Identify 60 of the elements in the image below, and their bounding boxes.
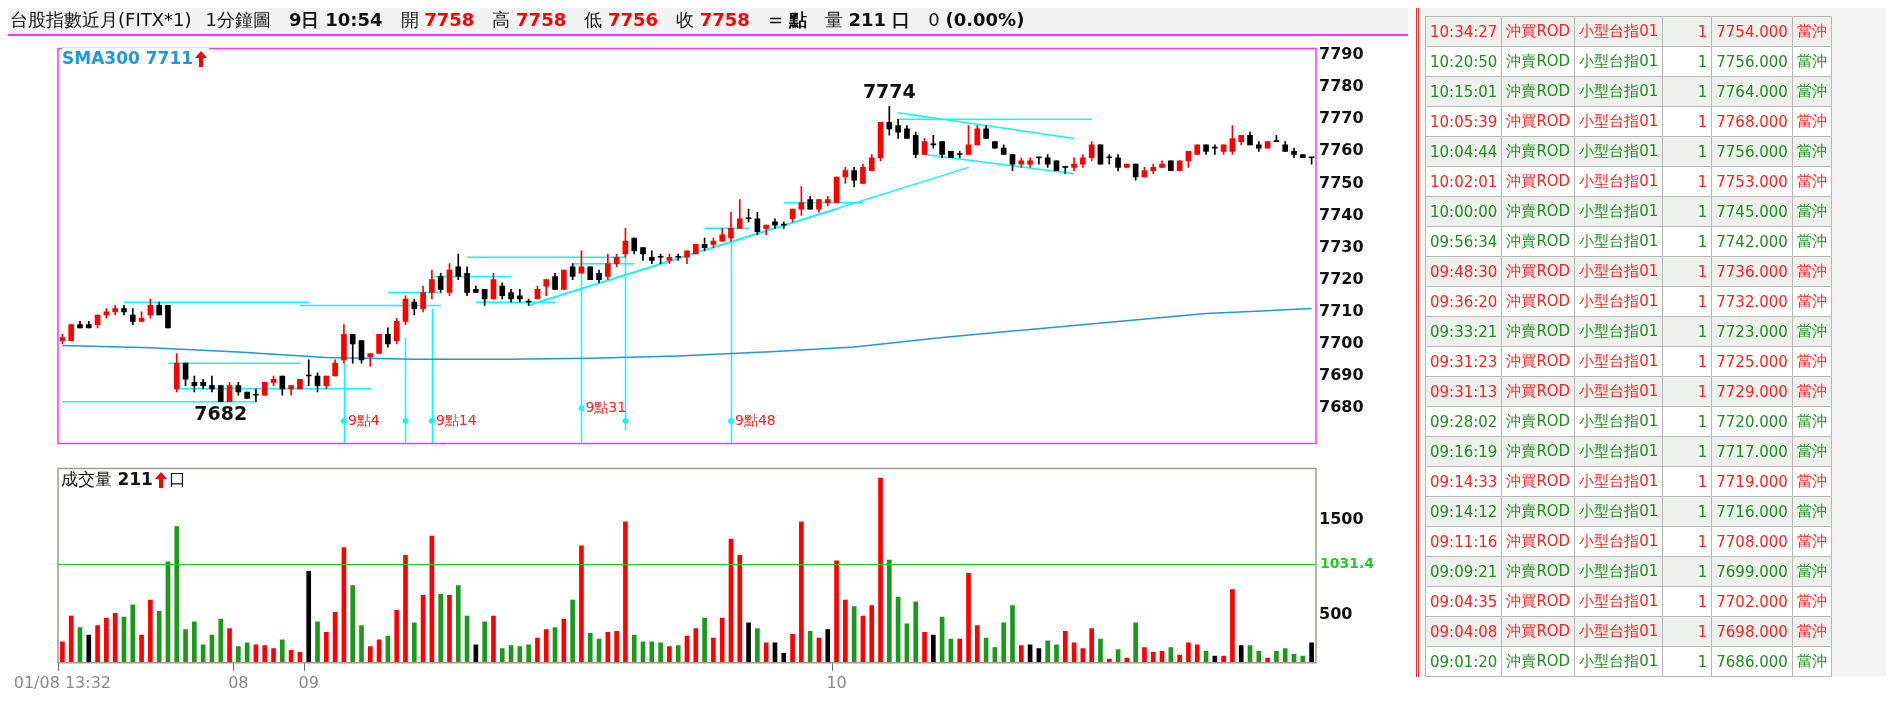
text: 10:00:00 沖賣ROD 小型台指01 1 7745.000 當沖 (1430, 202, 1827, 221)
text: 09:09:21 沖賣ROD 小型台指01 1 7699.000 當沖 (1430, 562, 1827, 581)
text: 09:56:34 沖賣ROD 小型台指01 1 7742.000 當沖 (1430, 232, 1827, 251)
y-tick-label: 7710 (1319, 300, 1364, 320)
text: 10:02:01 沖買ROD 小型台指01 1 7753.000 當沖 (1430, 172, 1827, 191)
x-tick-label: 01/08 13:32 (13, 672, 112, 692)
text: 09:04:08 沖買ROD 小型台指01 1 7698.000 當沖 (1430, 622, 1827, 641)
text: 09:33:21 沖賣ROD 小型台指01 1 7723.000 當沖 (1430, 322, 1827, 341)
text: 10:15:01 沖賣ROD 小型台指01 1 7764.000 當沖 (1430, 82, 1827, 101)
text: SMA300 7711 (62, 48, 210, 68)
text: 10:04:44 沖賣ROD 小型台指01 1 7756.000 當沖 (1430, 142, 1827, 161)
text: 09:14:33 沖買ROD 小型台指01 1 7719.000 當沖 (1430, 472, 1827, 491)
text: 10:34:27 沖買ROD 小型台指01 1 7754.000 當沖 (1430, 22, 1827, 41)
text: 09:48:30 沖買ROD 小型台指01 1 7736.000 當沖 (1430, 262, 1827, 281)
text: 09:16:19 沖賣ROD 小型台指01 1 7717.000 當沖 (1430, 442, 1827, 461)
text: 10:05:39 沖買ROD 小型台指01 1 7768.000 當沖 (1430, 112, 1827, 131)
chart-title: 台股指數近月(FITX*1) (10, 9, 192, 30)
data-label: 9點4 (347, 411, 380, 428)
data-label: 9點31 (585, 398, 627, 415)
ref-line-label: 1031.4 (1320, 555, 1375, 572)
y-tick-label: 7730 (1319, 236, 1364, 256)
text: 09:36:20 沖買ROD 小型台指01 1 7732.000 當沖 (1430, 292, 1827, 311)
text: 開 7758 (400, 9, 475, 30)
text: 09:11:16 沖買ROD 小型台指01 1 7708.000 當沖 (1430, 532, 1827, 551)
annotation: 7774 (862, 79, 916, 102)
text: 09:14:12 沖賣ROD 小型台指01 1 7716.000 當沖 (1430, 502, 1827, 521)
y-tick-label: 7760 (1319, 140, 1364, 160)
y-tick-label: 7790 (1319, 44, 1364, 64)
text: 09:01:20 沖賣ROD 小型台指01 1 7686.000 當沖 (1430, 652, 1827, 671)
annotation: 7682 (194, 402, 248, 425)
text: 09:04:35 沖買ROD 小型台指01 1 7702.000 當沖 (1430, 592, 1827, 611)
y-tick-label: 7750 (1319, 172, 1364, 192)
y-tick-label: 7740 (1319, 204, 1364, 224)
y-tick-label: 7690 (1319, 365, 1364, 385)
y-tick-label: 7770 (1319, 108, 1364, 128)
y-tick-label: 7700 (1319, 333, 1364, 353)
annotation: 口 (168, 469, 186, 489)
x-tick-label: 09 (298, 672, 319, 692)
y-tick-label: 7720 (1319, 268, 1364, 288)
data-label: 9點14 (435, 411, 477, 428)
chart-title: 成交量 211 (61, 469, 153, 489)
data-label: 9點48 (734, 411, 776, 428)
y-tick-label: 7780 (1319, 76, 1364, 96)
text: 量 211 口 (824, 9, 911, 30)
text: 高 7758 (492, 9, 567, 30)
text: 10:20:50 沖賣ROD 小型台指01 1 7756.000 當沖 (1430, 52, 1827, 71)
text: 09:31:23 沖買ROD 小型台指01 1 7725.000 當沖 (1430, 352, 1827, 371)
chart-subtitle: 1分鐘圖 (205, 9, 271, 30)
y-tick-label: 1500 (1319, 509, 1364, 529)
text: 09:31:13 沖買ROD 小型台指01 1 7729.000 當沖 (1430, 382, 1827, 401)
x-tick-label: 08 (228, 672, 249, 692)
text: 低 7756 (584, 9, 659, 30)
text: 收 7758 (676, 9, 750, 30)
text: 0 (0.00%) (928, 9, 1025, 30)
y-tick-label: 7680 (1319, 397, 1364, 417)
y-tick-label: 500 (1319, 604, 1353, 624)
text: = 點 (767, 9, 807, 30)
text: 09:28:02 沖賣ROD 小型台指01 1 7720.000 當沖 (1430, 412, 1827, 431)
text: 9日 10:54 (288, 9, 383, 30)
x-tick-label: 10 (826, 672, 847, 692)
